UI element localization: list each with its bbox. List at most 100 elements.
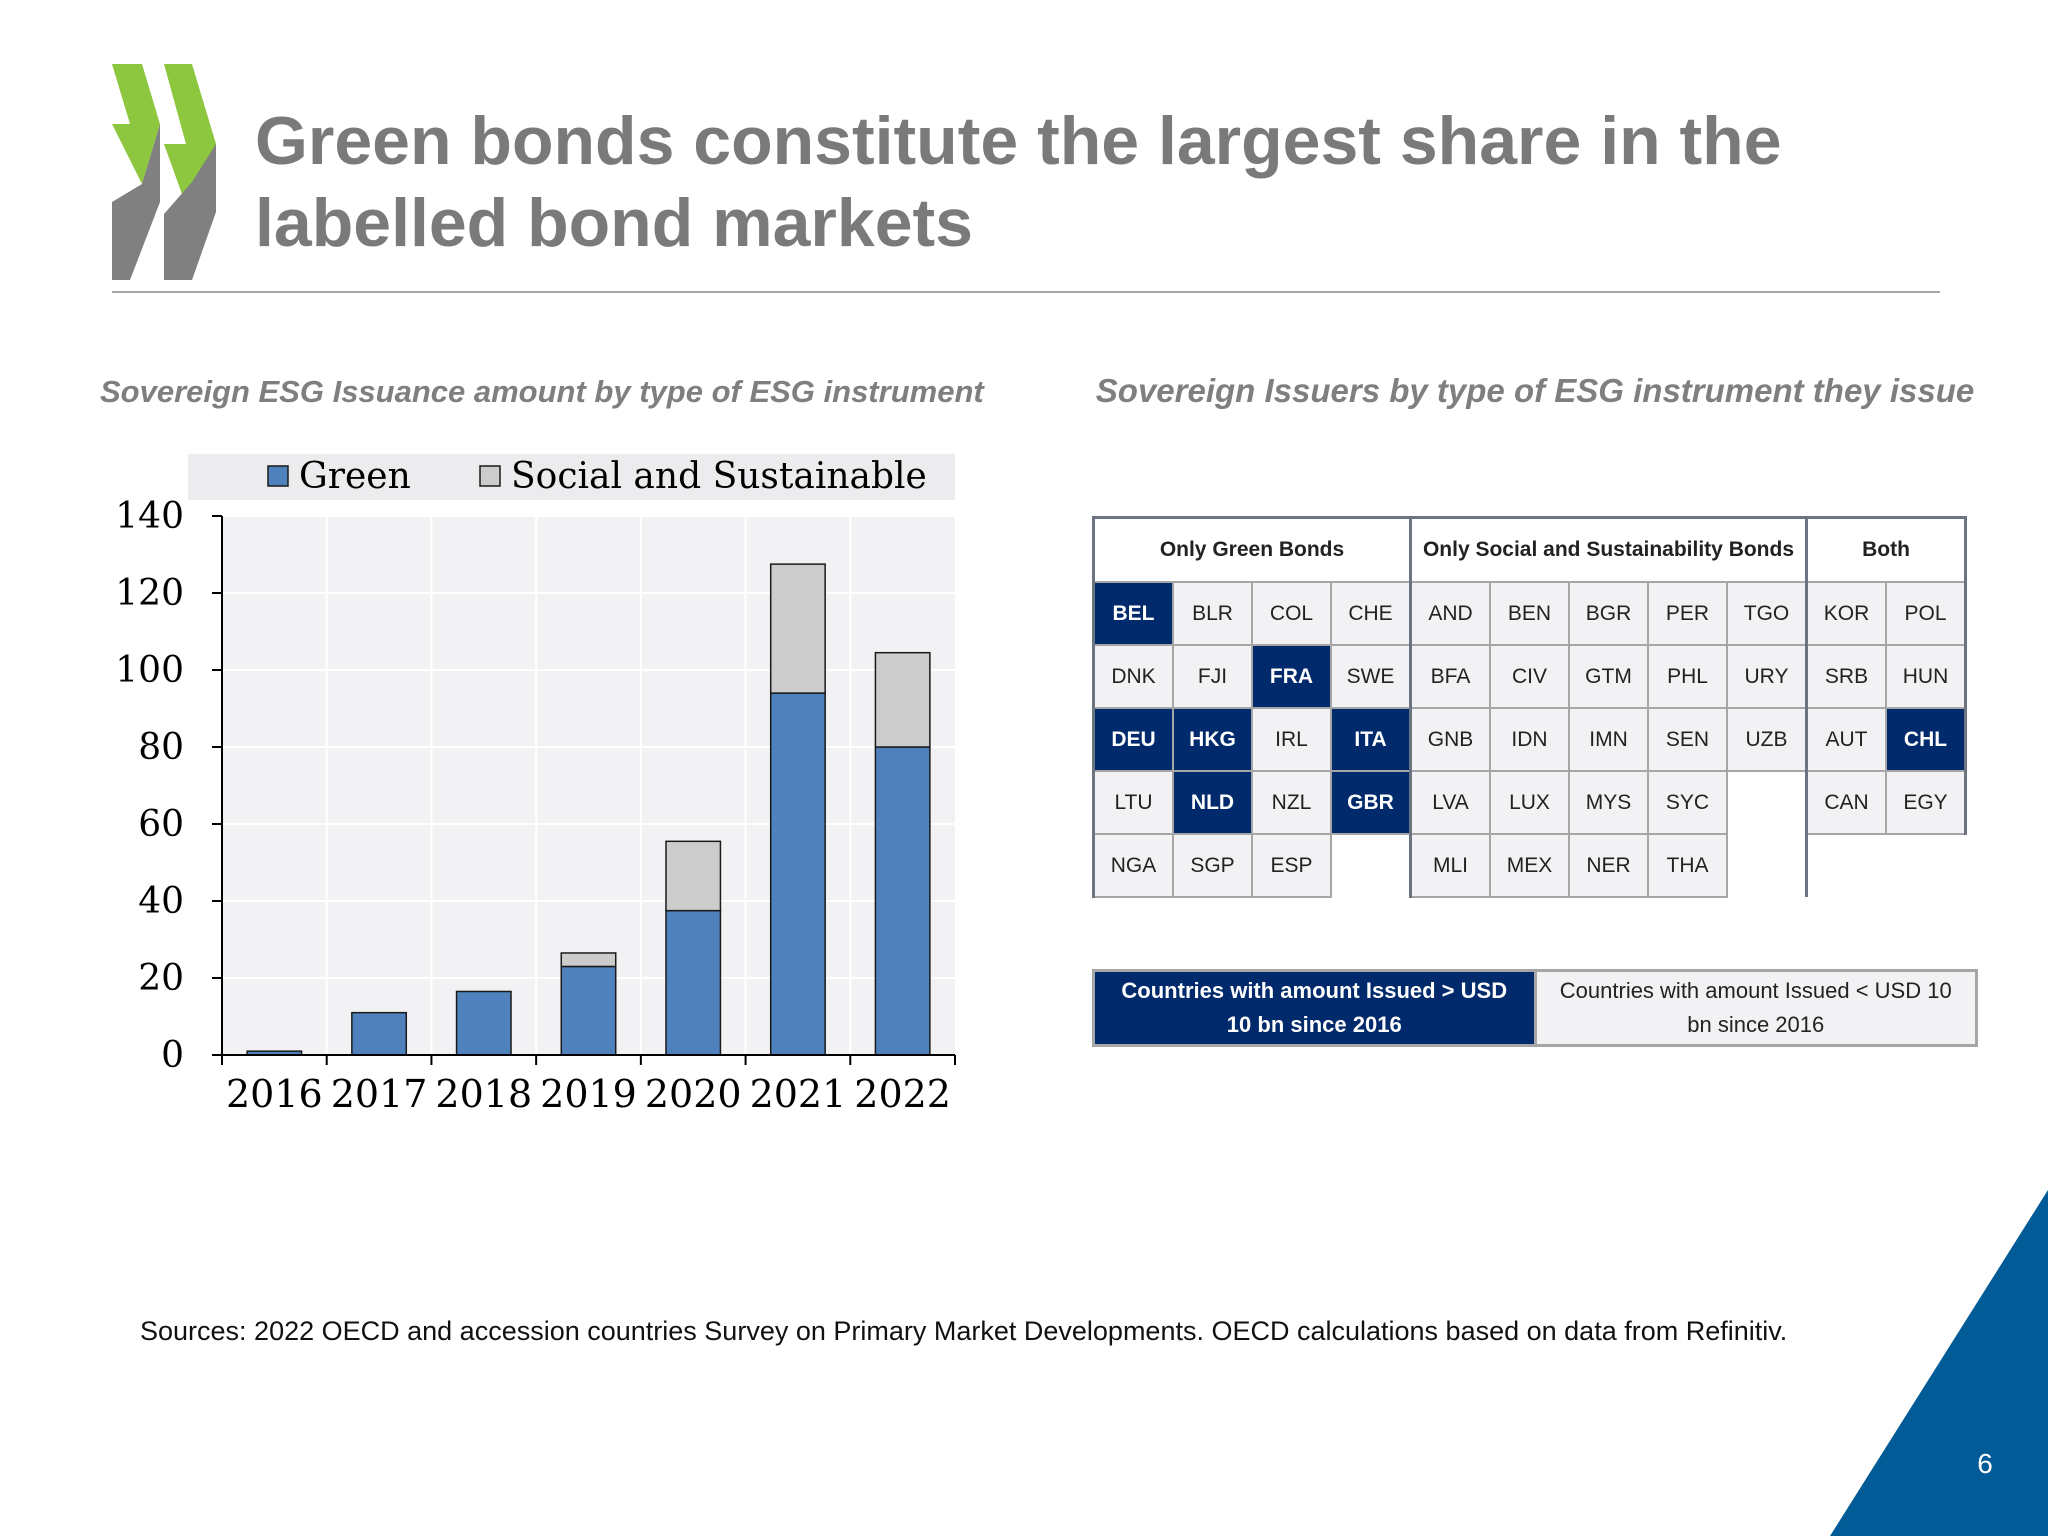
bar-green — [874, 746, 931, 1056]
country-cell: POL — [1885, 581, 1967, 646]
y-tick-label: 60 — [138, 804, 184, 845]
country-cell: NER — [1568, 833, 1649, 898]
x-tick-label: 2022 — [854, 1072, 951, 1116]
country-cell: AUT — [1805, 707, 1887, 772]
page-number: 6 — [1977, 1448, 1993, 1479]
group-header: Only Social and Sustainability Bonds — [1409, 516, 1808, 583]
logo-green-chevron-left — [112, 64, 160, 184]
country-cell: ESP — [1251, 833, 1332, 898]
group-header: Both — [1805, 516, 1967, 583]
slide-title: Green bonds constitute the largest share… — [255, 103, 1782, 261]
y-tick-label: 0 — [161, 1035, 184, 1076]
country-cell: NLD — [1172, 770, 1253, 835]
country-cell: AND — [1409, 581, 1491, 646]
sovereign-issuers-table: Only Green Bonds Only Social and Sustaina… — [1092, 516, 1967, 898]
country-cell: GBR — [1330, 770, 1412, 835]
country-cell: NZL — [1251, 770, 1332, 835]
country-cell: GTM — [1568, 644, 1649, 709]
country-cell: PER — [1647, 581, 1728, 646]
empty-cell — [1726, 770, 1807, 834]
country-cell: HKG — [1172, 707, 1253, 772]
country-cell: SRB — [1805, 644, 1887, 709]
country-cell: BEN — [1489, 581, 1570, 646]
country-cell: NGA — [1092, 833, 1174, 898]
table-header-row: Only Green Bonds Only Social and Sustaina… — [1092, 516, 1967, 583]
country-cell: LVA — [1409, 770, 1491, 835]
country-cell: LUX — [1489, 770, 1570, 835]
logo-grey-chevron-right — [164, 144, 216, 280]
country-cell: GNB — [1409, 707, 1491, 772]
country-cell: LTU — [1092, 770, 1174, 835]
legend-label: Green — [299, 456, 411, 497]
country-cell: MEX — [1489, 833, 1570, 898]
table-row: DEU HKG IRL ITA GNB IDN IMN SEN UZB AUT CHL — [1092, 707, 1967, 772]
oecd-logo-icon — [112, 64, 216, 280]
country-cell: HUN — [1885, 644, 1967, 709]
table-row: BEL BLR COL CHE AND BEN BGR PER TGO KOR POL — [1092, 581, 1967, 646]
group-header: Only Green Bonds — [1092, 516, 1412, 583]
logo-grey-chevron-left — [112, 124, 160, 280]
left-chart-subtitle: Sovereign ESG Issuance amount by type of… — [100, 374, 984, 409]
country-cell: EGY — [1885, 770, 1967, 835]
country-cell: CHL — [1885, 707, 1967, 772]
country-cell: MLI — [1409, 833, 1491, 898]
country-cell: IRL — [1251, 707, 1332, 772]
bar-social-sustainable — [769, 563, 826, 694]
bar-social-sustainable — [874, 651, 931, 748]
empty-cell — [1886, 833, 1966, 897]
country-cell: DNK — [1092, 644, 1174, 709]
country-cell: THA — [1647, 833, 1728, 898]
bar-social-sustainable — [665, 840, 722, 912]
country-cell: COL — [1251, 581, 1332, 646]
x-tick-label: 2018 — [435, 1072, 532, 1116]
country-cell: SGP — [1172, 833, 1253, 898]
y-tick-label: 40 — [138, 881, 184, 922]
country-cell: IDN — [1489, 707, 1570, 772]
country-cell: BFA — [1409, 644, 1491, 709]
bar-green — [560, 965, 617, 1056]
y-tick-label: 140 — [115, 496, 184, 537]
country-cell: URY — [1726, 644, 1808, 709]
empty-cell — [1330, 833, 1411, 897]
country-cell: MYS — [1568, 770, 1649, 835]
bar-green — [769, 692, 826, 1056]
x-tick-label: 2017 — [331, 1072, 428, 1116]
legend-swatch — [267, 465, 289, 487]
country-cell: SEN — [1647, 707, 1728, 772]
country-cell: DEU — [1092, 707, 1174, 772]
key-small-issuers: Countries with amount Issued < USD 10 bn… — [1533, 972, 1975, 1044]
bar-green — [351, 1011, 408, 1056]
y-tick-label: 120 — [115, 573, 184, 614]
country-cell: SYC — [1647, 770, 1728, 835]
empty-cell — [1805, 833, 1886, 897]
x-tick-label: 2019 — [540, 1072, 637, 1116]
country-cell: BGR — [1568, 581, 1649, 646]
country-cell: KOR — [1805, 581, 1887, 646]
y-tick-label: 80 — [138, 727, 184, 768]
x-tick-label: 2016 — [226, 1072, 323, 1116]
country-cell: BEL — [1092, 581, 1174, 646]
title-divider — [112, 291, 1940, 293]
legend-label: Social and Sustainable — [511, 456, 927, 497]
table-row: LTU NLD NZL GBR LVA LUX MYS SYC CAN EGY — [1092, 770, 1967, 835]
corner-triangle-decoration — [1830, 1190, 2048, 1536]
country-cell: CAN — [1805, 770, 1887, 835]
country-cell: BLR — [1172, 581, 1253, 646]
x-tick-label: 2021 — [750, 1072, 847, 1116]
key-big-issuers: Countries with amount Issued > USD 10 bn… — [1095, 972, 1534, 1044]
table-row: NGA SGP ESP MLI MEX NER THA — [1092, 833, 1966, 898]
table-row: DNK FJI FRA SWE BFA CIV GTM PHL URY SRB HUN — [1092, 644, 1967, 709]
country-cell: CHE — [1330, 581, 1412, 646]
empty-cell — [1726, 834, 1807, 897]
country-cell: ITA — [1330, 707, 1412, 772]
y-tick-label: 100 — [115, 650, 184, 691]
country-cell: CIV — [1489, 644, 1570, 709]
y-tick-label: 20 — [138, 958, 184, 999]
country-cell: PHL — [1647, 644, 1728, 709]
bar-green — [665, 909, 722, 1056]
bar-social-sustainable — [560, 952, 617, 968]
country-cell: FJI — [1172, 644, 1253, 709]
x-tick-label: 2020 — [645, 1072, 742, 1116]
